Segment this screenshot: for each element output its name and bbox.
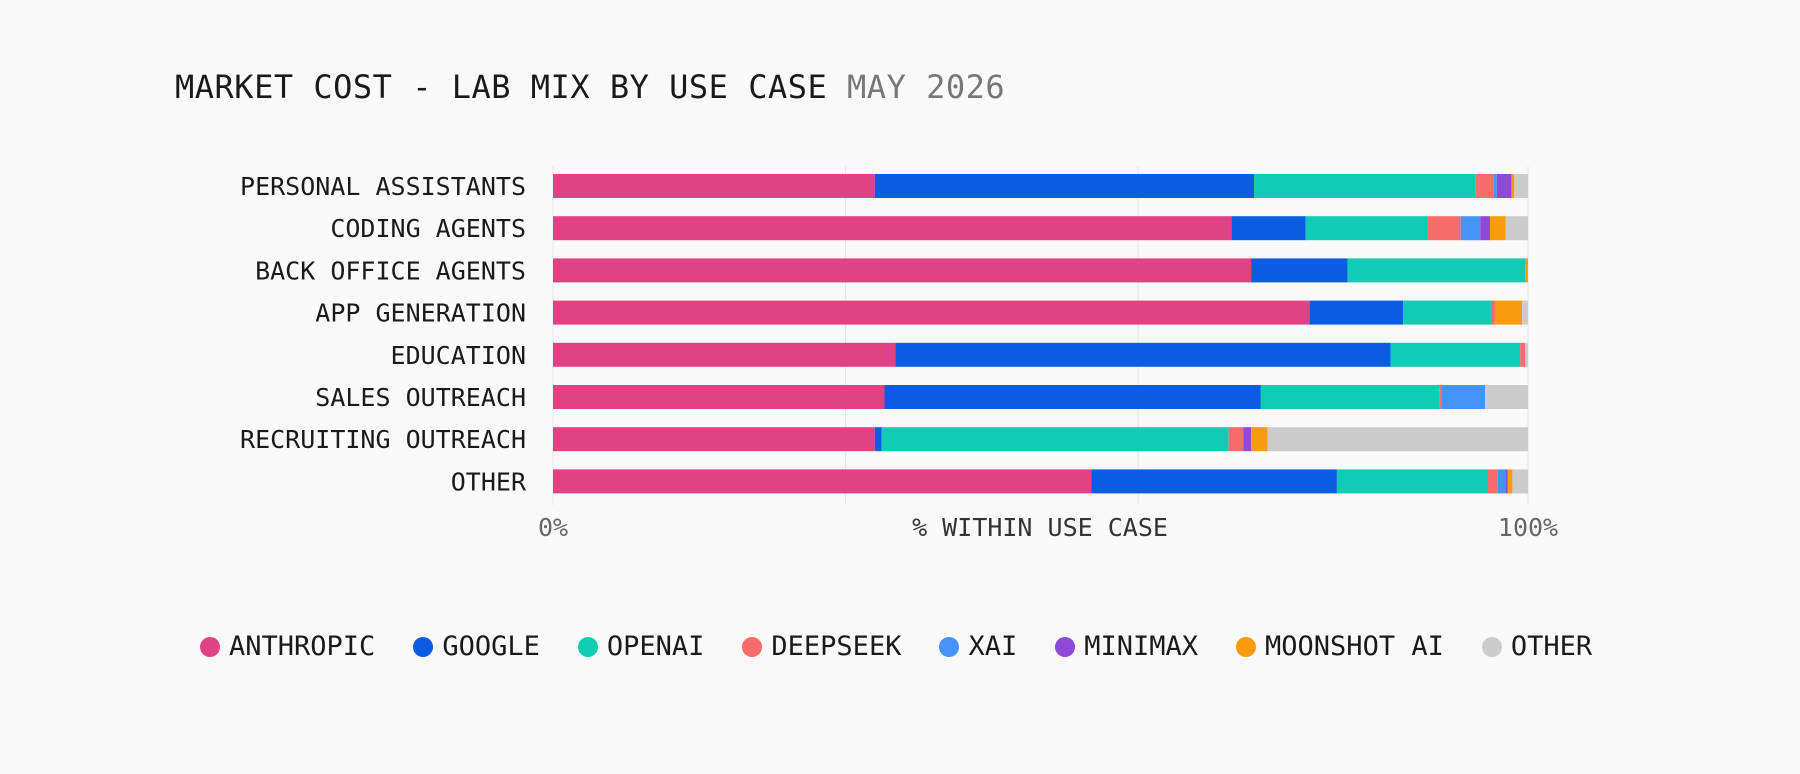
- bar-segment-6-1: [553, 385, 885, 409]
- bar-segment-3-7: [1525, 258, 1528, 283]
- bar-segment-6-8: [1485, 385, 1528, 409]
- bar-segment-4-4: [1490, 300, 1495, 325]
- bar-segment-2-2: [1231, 216, 1306, 241]
- bar-segment-1-2: [874, 174, 1255, 198]
- bar-segment-4-3: [1403, 300, 1491, 325]
- x-tick-label-end: 100%: [1498, 513, 1558, 542]
- category-label: CODING AGENTS: [330, 214, 526, 243]
- bar-segment-6-5: [1441, 385, 1486, 409]
- legend-swatch: [413, 636, 434, 657]
- bar-segment-4-8: [1522, 300, 1528, 325]
- bar-segment-5-4: [1520, 342, 1526, 367]
- legend-label: OPENAI: [606, 631, 705, 662]
- legend-swatch: [742, 636, 763, 657]
- bar-segment-4-1: [553, 300, 1310, 325]
- bar-segment-2-1: [553, 216, 1232, 241]
- bar-segment-5-8: [1525, 342, 1528, 367]
- bar-segment-7-8: [1267, 427, 1528, 452]
- bar-segment-6-4: [1439, 385, 1442, 409]
- legend-swatch: [1481, 636, 1502, 657]
- bar-segment-5-2: [895, 342, 1391, 367]
- legend-swatch: [939, 636, 960, 657]
- bar-segment-2-3: [1305, 216, 1428, 241]
- bar-segment-8-3: [1336, 469, 1489, 494]
- chart-title: MARKET COST - LAB MIX BY USE CASE MAY 20…: [175, 68, 1005, 106]
- category-label: PERSONAL ASSISTANTS: [240, 172, 526, 201]
- bar-segment-8-5: [1497, 469, 1506, 494]
- bar-segment-7-3: [881, 427, 1229, 452]
- legend-item: OTHER: [1481, 631, 1593, 662]
- bar-segment-6-3: [1260, 385, 1440, 409]
- bar-segment-1-4: [1475, 174, 1494, 198]
- legend-label: MINIMAX: [1084, 631, 1199, 662]
- bar-segment-7-4: [1228, 427, 1244, 452]
- bar-segment-8-2: [1091, 469, 1337, 494]
- category-label: OTHER: [451, 467, 527, 496]
- x-axis-label: % WITHIN USE CASE: [912, 513, 1168, 542]
- bar-segment-1-3: [1254, 174, 1476, 198]
- legend-item: GOOGLE: [413, 631, 540, 662]
- bar-segment-1-8: [1514, 174, 1528, 198]
- bars: [553, 174, 1528, 494]
- bar-segment-8-4: [1488, 469, 1498, 494]
- legend-label: OTHER: [1510, 631, 1593, 662]
- bar-segment-2-7: [1489, 216, 1506, 241]
- bar-segment-7-7: [1251, 427, 1268, 452]
- bar-segment-5-1: [553, 342, 896, 367]
- bar-segment-5-3: [1390, 342, 1521, 367]
- bar-segment-1-5: [1493, 174, 1497, 198]
- category-label: EDUCATION: [391, 341, 526, 370]
- bar-segment-7-6: [1243, 427, 1252, 452]
- bar-segment-2-8: [1505, 216, 1528, 241]
- legend-label: DEEPSEEK: [771, 631, 902, 662]
- bar-segment-4-7: [1494, 300, 1523, 325]
- legend-item: MINIMAX: [1055, 631, 1198, 662]
- legend-label: MOONSHOT AI: [1265, 631, 1444, 662]
- legend-label: GOOGLE: [442, 631, 540, 662]
- bar-segment-3-3: [1347, 258, 1526, 283]
- bar-segment-7-2: [874, 427, 882, 452]
- chart-subtitle: MAY 2026: [847, 68, 1006, 106]
- legend-label: ANTHROPIC: [229, 631, 376, 662]
- bar-segment-8-7: [1507, 469, 1513, 494]
- legend-item: XAI: [939, 631, 1017, 662]
- bar-segment-6-2: [884, 385, 1261, 409]
- bar-segment-3-2: [1251, 258, 1348, 283]
- x-tick-label-start: 0%: [538, 513, 568, 542]
- legend-swatch: [200, 636, 220, 657]
- category-label: RECRUITING OUTREACH: [240, 425, 526, 454]
- legend-item: DEEPSEEK: [742, 631, 901, 662]
- legend-item: OPENAI: [577, 631, 705, 662]
- category-labels: PERSONAL ASSISTANTS CODING AGENTS BACK OFF…: [240, 172, 527, 496]
- legend-item: MOONSHOT AI: [1236, 631, 1444, 662]
- category-label: SALES OUTREACH: [315, 383, 526, 412]
- chart-title-text: MARKET COST - LAB MIX BY USE CASE: [175, 68, 828, 106]
- legend-swatch: [1236, 636, 1257, 657]
- bar-segment-3-1: [553, 258, 1252, 283]
- bar-segment-2-4: [1427, 216, 1461, 241]
- bar-segment-8-8: [1512, 469, 1528, 494]
- legend: ANTHROPIC GOOGLE OPENAI DEEPSEEK XAI MINIMAX M…: [200, 631, 1630, 662]
- bar-segment-8-6: [1505, 469, 1508, 494]
- legend-item: ANTHROPIC: [200, 631, 375, 662]
- bar-segment-1-6: [1496, 174, 1512, 198]
- bar-segment-8-1: [553, 469, 1092, 494]
- legend-swatch: [577, 636, 598, 657]
- category-label: APP GENERATION: [315, 299, 526, 328]
- bar-segment-2-5: [1460, 216, 1481, 241]
- bar-segment-7-1: [553, 427, 875, 452]
- legend-swatch: [1055, 636, 1076, 657]
- legend-label: XAI: [968, 631, 1018, 662]
- category-label: BACK OFFICE AGENTS: [255, 256, 526, 285]
- x-axis: 0% 100% % WITHIN USE CASE: [538, 513, 1558, 542]
- bar-segment-1-7: [1511, 174, 1515, 198]
- bar-segment-2-6: [1480, 216, 1490, 241]
- bar-segment-1-1: [553, 174, 875, 198]
- bar-segment-4-2: [1309, 300, 1404, 325]
